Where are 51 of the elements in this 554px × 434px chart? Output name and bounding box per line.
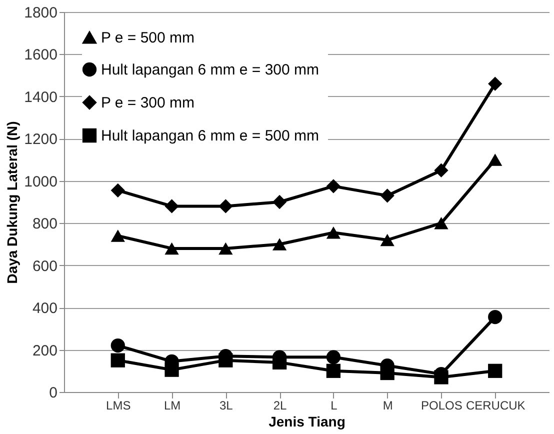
legend-label: P e = 500 mm <box>101 30 195 46</box>
point <box>110 230 125 242</box>
x-tick-label: 3L <box>219 398 234 412</box>
x-tick-label: L <box>330 398 338 412</box>
point <box>380 234 394 246</box>
y-tick-label: 1800 <box>24 4 58 22</box>
point <box>488 310 502 324</box>
point <box>326 226 341 239</box>
y-tick-label: 1400 <box>24 88 58 106</box>
point <box>326 350 341 364</box>
y-tick-label: 1000 <box>24 173 58 190</box>
point <box>434 163 448 178</box>
point <box>164 242 179 255</box>
point <box>218 242 233 255</box>
legend-label: P e = 300 mm <box>101 94 195 112</box>
x-axis-title: Jenis Tiang <box>268 414 346 430</box>
point <box>326 179 341 194</box>
point <box>272 194 287 210</box>
x-tick-label: 2L <box>273 398 288 412</box>
point <box>164 199 179 214</box>
point <box>380 366 394 380</box>
point <box>488 154 502 166</box>
point <box>326 364 341 378</box>
y-tick-label: 1600 <box>24 46 58 64</box>
y-axis-title: Daya Dukung Lateral (N) <box>4 121 20 284</box>
y-tick-label: 600 <box>32 258 58 275</box>
point <box>380 188 394 203</box>
y-tick-label: 0 <box>49 384 58 402</box>
point <box>110 183 125 198</box>
point <box>272 355 287 370</box>
legend-label: Hult lapangan 6 mm e = 300 mm <box>101 62 320 78</box>
point <box>110 338 125 353</box>
point <box>164 362 179 377</box>
x-tick-label: LM <box>164 398 181 412</box>
point <box>272 238 287 250</box>
point <box>434 370 448 384</box>
y-tick-label: 1200 <box>24 131 58 148</box>
x-tick-label: M <box>382 398 393 412</box>
x-tick-label: POLOS <box>421 398 462 412</box>
legend-label: Hult lapangan 6 mm e = 500 mm <box>101 128 320 144</box>
x-tick-label: CERUCUK <box>466 398 526 412</box>
y-tick-label: 800 <box>32 216 58 233</box>
point <box>218 353 233 368</box>
point <box>488 364 502 378</box>
y-tick-label: 200 <box>32 342 58 360</box>
y-tick-label: 400 <box>32 300 58 318</box>
point <box>488 76 502 91</box>
x-tick-label: LMS <box>106 398 131 412</box>
point <box>110 353 125 368</box>
point <box>218 199 233 214</box>
point <box>434 216 448 230</box>
